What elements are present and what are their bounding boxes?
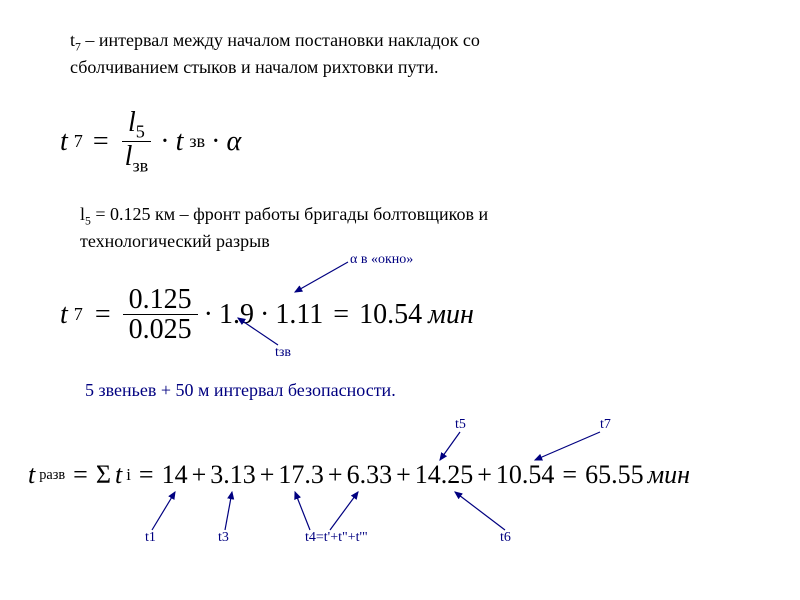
f3-eq: = (73, 460, 88, 490)
f1-mul1: · (160, 126, 169, 158)
anno-t4: t4=t'+t"+t'" (305, 530, 368, 546)
anno-t7: t7 (600, 417, 611, 433)
f2-unit: мин (428, 299, 474, 331)
f3-v2: 3.13 (210, 460, 256, 490)
f3-eq2: = (139, 460, 154, 490)
formula-t-razv: tразв = Σti = 14 + 3.13 + 17.3 + 6.33 + … (28, 460, 690, 490)
f2-t: t (60, 299, 68, 331)
f2-f1: 1.9 (219, 299, 254, 331)
f3-v3: 17.3 (278, 460, 324, 490)
f3-p3: + (328, 460, 343, 490)
formula-t7-symbolic: t7 = l5 lзв · tзв · α (60, 108, 750, 176)
f1-t: t (60, 126, 68, 158)
f3-p4: + (396, 460, 411, 490)
f3-v4: 6.33 (347, 460, 393, 490)
f1-tzv: t (176, 126, 184, 158)
f1-den-sub: зв (132, 156, 148, 176)
t7-definition: t7 – интервал между началом постановки н… (70, 28, 750, 55)
f3-tsub: разв (39, 467, 65, 484)
f2-tsub: 7 (74, 304, 83, 325)
f2-mul2: · (260, 299, 269, 331)
f3-ti-sub: i (126, 465, 131, 485)
f2-f2: 1.11 (275, 299, 323, 331)
f3-p1: + (192, 460, 207, 490)
f3-p5: + (477, 460, 492, 490)
f3-eq3: = (562, 460, 577, 490)
anno-t6: t6 (500, 530, 511, 546)
f2-den: 0.025 (123, 315, 198, 344)
f3-sigma: Σ (96, 460, 111, 490)
formula-t7-numeric: t7 = 0.125 0.025 · 1.9 · 1.11 = 10.54 ми… (60, 285, 474, 345)
f2-eq2: = (333, 299, 349, 331)
l5-text: = 0.125 км – фронт работы бригады болтов… (91, 204, 488, 224)
anno-t5: t5 (455, 417, 466, 433)
anno-t1: t1 (145, 530, 156, 546)
f1-tsub: 7 (74, 131, 83, 152)
f2-frac: 0.125 0.025 (123, 285, 198, 345)
f3-ti: t (115, 460, 122, 490)
f1-eq: = (93, 126, 109, 158)
f2-eq: = (95, 299, 111, 331)
t7-def-text-1: – интервал между началом постановки накл… (81, 30, 480, 50)
f3-res: 65.55 (585, 460, 644, 490)
anno-t3: t3 (218, 530, 229, 546)
anno-alpha-window: α в «окно» (350, 252, 413, 268)
f3-v6: 10.54 (496, 460, 555, 490)
f3-p2: + (260, 460, 275, 490)
f1-num: l (128, 107, 136, 138)
f1-tzv-sub: зв (189, 131, 205, 152)
f3-v1: 14 (162, 460, 188, 490)
f2-res: 10.54 (359, 299, 422, 331)
l5-definition-2: технологический разрыв (80, 229, 750, 253)
f1-mul2: · (211, 126, 220, 158)
l5-definition: l5 = 0.125 км – фронт работы бригады бол… (80, 202, 750, 229)
note-5-links: 5 звеньев + 50 м интервал безопасности. (85, 380, 396, 401)
f1-num-sub: 5 (136, 121, 145, 141)
t7-definition-2: сболчиванием стыков и началом рихтовки п… (70, 55, 750, 79)
f2-mul1: · (204, 299, 213, 331)
f3-unit: мин (648, 460, 691, 490)
f1-alpha: α (226, 126, 241, 158)
f2-num: 0.125 (123, 285, 198, 315)
f3-v5: 14.25 (415, 460, 474, 490)
anno-tzv: tзв (275, 345, 291, 361)
f1-frac: l5 lзв (119, 108, 155, 176)
f3-t: t (28, 460, 35, 490)
